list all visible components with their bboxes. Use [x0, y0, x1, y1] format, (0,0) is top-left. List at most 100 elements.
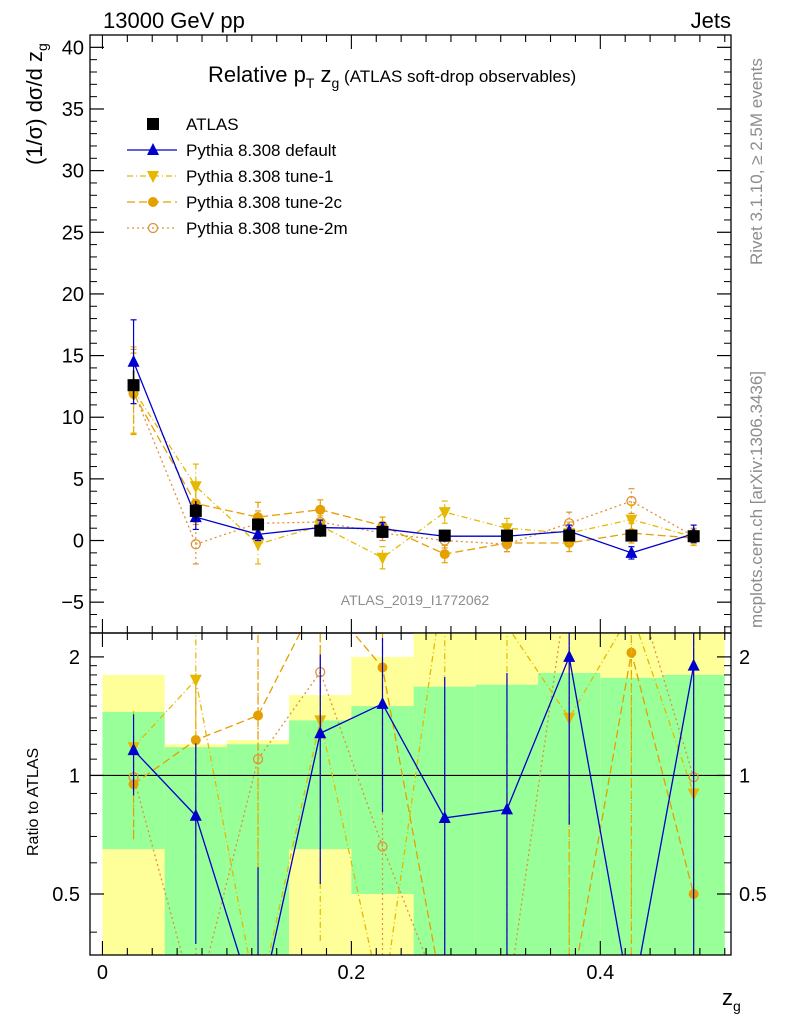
- series-line: [133, 389, 694, 559]
- legend-label: Pythia 8.308 default: [186, 141, 337, 160]
- legend-entry: Pythia 8.308 tune-2m: [127, 219, 348, 238]
- ratio-point: [565, 552, 574, 561]
- ratio-point: [315, 588, 325, 598]
- side-mcplots-text: mcplots.cern.ch [arXiv:1306.3436]: [747, 371, 766, 628]
- main-y-ticks: −5 0 5 10 15 20 25 30 35 40: [61, 34, 731, 628]
- ratio-tick-label-right: 1: [739, 765, 750, 787]
- ratio-tick-label-right: 2: [739, 647, 750, 669]
- legend-label: Pythia 8.308 tune-1: [186, 167, 333, 186]
- series-point: [189, 481, 202, 494]
- data-point: [563, 529, 576, 542]
- series-2: [128, 352, 699, 564]
- y-tick-label: 10: [62, 407, 84, 429]
- legend-label: Pythia 8.308 tune-2m: [186, 219, 348, 238]
- y-tick-label: −5: [61, 592, 84, 614]
- series-point: [315, 504, 326, 515]
- ratio-point: [440, 1000, 450, 1010]
- ratio-point: [502, 1000, 512, 1010]
- series-point: [252, 527, 265, 540]
- ratio-point: [440, 1001, 449, 1010]
- data-point: [687, 530, 700, 543]
- data-point: [376, 525, 389, 538]
- series-0: [127, 319, 700, 560]
- ratio-point: [500, 802, 513, 815]
- ratio-point: [314, 726, 327, 739]
- legend-label: Pythia 8.308 tune-2c: [186, 193, 342, 212]
- plot-title: Relative pT zg (ATLAS soft-drop observab…: [208, 62, 576, 91]
- ratio-point: [191, 1001, 200, 1010]
- legend-entry: Pythia 8.308 default: [127, 141, 337, 160]
- series-line: [132, 393, 694, 555]
- ratio-point: [253, 710, 264, 721]
- ratio-tick-label: 1: [69, 765, 80, 787]
- data-point: [438, 529, 451, 542]
- y-tick-label: 40: [62, 37, 84, 59]
- data-point: [625, 529, 638, 542]
- y-tick-label: 0: [73, 531, 84, 553]
- data-point: [252, 518, 265, 531]
- ratio-frame: [89, 632, 732, 956]
- legend: ATLAS Pythia 8.308 default Pythia 8.308 tu…: [127, 115, 348, 238]
- ratio-tick-label-right: 0.5: [739, 884, 767, 906]
- side-rivet-text: Rivet 3.1.10, ≥ 2.5M events: [747, 58, 766, 265]
- y-tick-label: 5: [73, 469, 84, 491]
- ratio-point: [501, 621, 513, 633]
- series-point: [439, 549, 450, 560]
- series-point: [625, 545, 638, 558]
- ratio-point: [376, 1000, 388, 1012]
- ratio-point: [252, 1000, 264, 1012]
- main-plot-layer: −5 0 5 10 15 20 25 30 35 40: [61, 34, 732, 634]
- ratio-point: [189, 674, 202, 687]
- y-tick-label: 20: [62, 284, 84, 306]
- ratio-point: [376, 696, 389, 709]
- x-tick-label: 0.4: [586, 962, 614, 984]
- ratio-tick-label: 0.5: [52, 884, 80, 906]
- legend-marker: [148, 197, 158, 207]
- ratio-point: [438, 810, 451, 823]
- y-axis-label: (1/σ) dσ/d zg: [22, 43, 50, 165]
- ratio-point: [252, 754, 264, 765]
- ratio-y-ticks: 0.5 0.5 1 1 2 2: [52, 647, 767, 933]
- ratio-point: [627, 415, 636, 424]
- series-point: [438, 507, 451, 520]
- legend-entry: ATLAS: [147, 115, 239, 134]
- series-point: [625, 514, 638, 527]
- ratio-point: [377, 841, 388, 852]
- series-point: [190, 539, 201, 550]
- ratio-line: [133, 633, 695, 955]
- series-point: [376, 552, 389, 565]
- x-ticks: 0 0.2 0.4: [97, 35, 726, 984]
- legend-marker: [147, 222, 159, 234]
- x-tick-label: 0: [97, 962, 108, 984]
- series-point: [252, 539, 265, 552]
- ratio-plot-layer: 0 0.2 0.4 0.5 0.5 1 1 2 2: [52, 35, 767, 1012]
- ratio-series: [127, 415, 700, 1012]
- data-point: [500, 529, 513, 542]
- legend-entry: Pythia 8.308 tune-1: [127, 167, 333, 186]
- ratio-point: [564, 1000, 574, 1010]
- ratio-tick-label: 2: [69, 647, 80, 669]
- series-point: [500, 523, 513, 536]
- ratio-y-axis-label: Ratio to ATLAS: [25, 748, 42, 856]
- legend-marker: [147, 143, 159, 155]
- data-point: [189, 504, 202, 517]
- ratio-line: [133, 654, 695, 955]
- ratio-point: [625, 607, 637, 619]
- y-tick-label: 25: [62, 222, 84, 244]
- legend-marker: [147, 118, 159, 130]
- ratio-point: [502, 1001, 511, 1010]
- ratio-point: [625, 998, 637, 1010]
- atlas-data: [127, 370, 700, 543]
- series-point: [127, 354, 140, 367]
- legend-entry: Pythia 8.308 tune-2c: [127, 193, 342, 212]
- data-point: [314, 524, 327, 537]
- y-tick-label: 35: [62, 99, 84, 121]
- y-tick-label: 30: [62, 161, 84, 183]
- analysis-watermark: ATLAS_2019_I1772062: [341, 592, 490, 608]
- ratio-series-0: [127, 633, 700, 1010]
- data-point: [127, 379, 140, 392]
- y-tick-label: 15: [62, 346, 84, 368]
- ratio-point: [189, 808, 202, 821]
- header-left: 13000 GeV pp: [103, 8, 245, 33]
